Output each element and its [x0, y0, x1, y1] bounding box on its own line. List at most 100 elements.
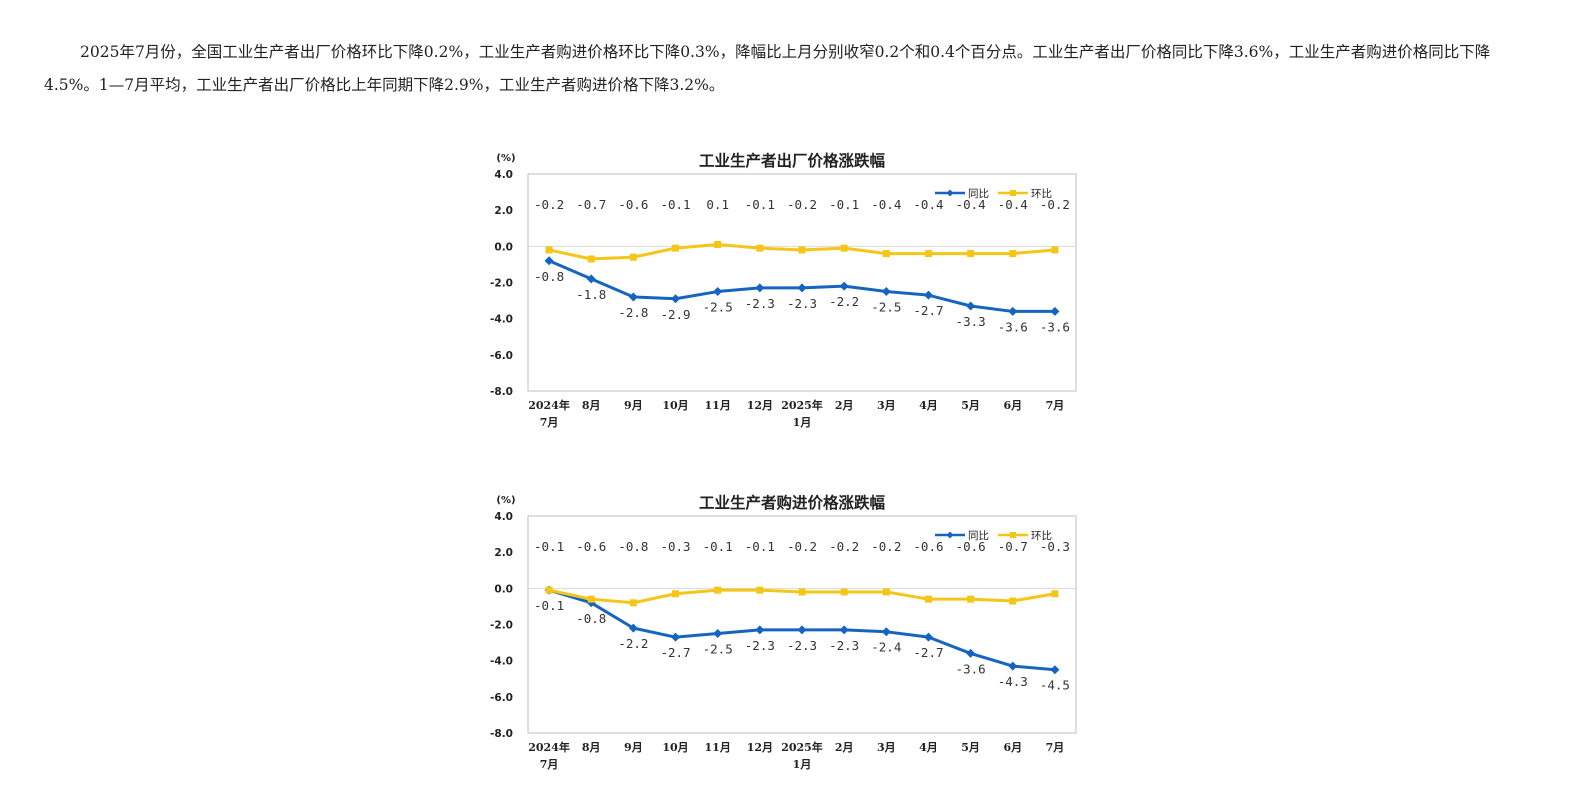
chart-title: 工业生产者出厂价格涨跌幅 [699, 151, 886, 170]
x-tick-label: 2月 [835, 399, 854, 412]
data-label-mom: 0.1 [706, 197, 729, 212]
x-tick-label: 7月 [1046, 399, 1065, 412]
data-label-yoy: -2.3 [829, 638, 859, 653]
data-label-mom: -0.1 [745, 539, 775, 554]
data-label-yoy: -2.7 [913, 303, 943, 318]
y-tick-label: 4.0 [494, 169, 513, 181]
y-tick-label: -6.0 [490, 350, 513, 362]
data-point-yoy [1050, 665, 1060, 675]
data-point-mom [756, 244, 764, 252]
data-label-mom: -0.3 [1040, 539, 1070, 554]
data-label-mom: -0.1 [829, 197, 859, 212]
data-point-yoy [839, 625, 849, 635]
legend-marker-yoy [946, 531, 954, 539]
x-tick-label: 8月 [582, 399, 601, 412]
data-label-mom: -0.4 [956, 197, 986, 212]
data-label-yoy: -2.5 [703, 300, 733, 315]
data-label-yoy: -3.6 [956, 661, 986, 676]
data-label-mom: -0.6 [618, 197, 648, 212]
x-tick-label: 9月 [624, 741, 643, 754]
x-tick-label: 2025年 [781, 740, 823, 754]
data-label-mom: -0.2 [534, 197, 564, 212]
data-point-mom [882, 250, 890, 258]
x-tick-label: 6月 [1003, 741, 1022, 754]
data-label-mom: -0.7 [576, 197, 606, 212]
data-point-mom [840, 244, 848, 252]
x-tick-label: 5月 [961, 741, 980, 754]
y-tick-label: -2.0 [490, 278, 513, 290]
data-label-mom: -0.1 [534, 539, 564, 554]
x-tick-label: 2024年 [528, 398, 570, 412]
data-label-mom: -0.3 [660, 539, 690, 554]
data-point-mom [714, 586, 722, 594]
data-label-yoy: -3.6 [998, 319, 1028, 334]
data-point-mom [1009, 597, 1017, 605]
y-tick-label: 2.0 [494, 205, 513, 217]
data-point-mom [1051, 246, 1059, 254]
data-point-mom [924, 595, 932, 603]
data-label-mom: -0.1 [745, 197, 775, 212]
data-point-yoy [797, 283, 807, 293]
x-tick-label: 12月 [747, 741, 773, 754]
legend-label-mom: 环比 [1031, 529, 1052, 542]
data-label-yoy: -2.2 [829, 294, 859, 309]
data-point-yoy [671, 632, 681, 642]
data-point-yoy [628, 623, 638, 633]
x-tick-label: 11月 [705, 399, 731, 412]
x-tick-label: 1月 [793, 416, 812, 429]
x-tick-label: 4月 [919, 741, 938, 754]
y-unit-label: (%) [496, 495, 515, 506]
chart-purchase-price: 工业生产者购进价格涨跌幅 (%) 4.0 2.0 0.0 -2.0 -4.0 -6.0 -8.0… [480, 488, 1100, 788]
data-label-yoy: -2.4 [871, 640, 901, 655]
data-label-yoy: -2.2 [618, 636, 648, 651]
data-label-mom: -0.6 [913, 539, 943, 554]
plot-frame [527, 515, 1077, 734]
data-point-mom [1051, 590, 1059, 598]
y-tick-label: 0.0 [494, 241, 513, 253]
data-point-yoy [713, 287, 723, 297]
y-tick-label: -4.0 [490, 656, 513, 668]
data-label-mom: -0.2 [787, 539, 817, 554]
y-tick-label: -8.0 [490, 728, 513, 740]
y-tick-label: 2.0 [494, 547, 513, 559]
chart-output-price: 工业生产者出厂价格涨跌幅 (%) 4.0 2.0 0.0 -2.0 -4.0 -6.0 -8.0… [480, 146, 1100, 446]
x-tick-label: 12月 [747, 399, 773, 412]
x-tick-label: 3月 [877, 399, 896, 412]
y-tick-label: -4.0 [490, 314, 513, 326]
data-point-yoy [797, 625, 807, 635]
data-point-yoy [923, 290, 933, 300]
data-label-yoy: -2.8 [618, 305, 648, 320]
data-label-mom: -0.6 [956, 539, 986, 554]
data-point-mom [629, 253, 637, 261]
data-label-mom: -0.6 [576, 539, 606, 554]
data-label-yoy: -0.8 [534, 269, 564, 284]
data-point-mom [882, 588, 890, 596]
data-point-yoy [544, 256, 554, 266]
data-point-yoy [966, 301, 976, 311]
data-label-mom: -0.2 [787, 197, 817, 212]
data-label-yoy: -2.5 [871, 300, 901, 315]
legend-label-yoy: 同比 [968, 529, 989, 542]
data-point-yoy [586, 598, 596, 608]
data-label-yoy: -2.7 [913, 645, 943, 660]
x-tick-label: 7月 [540, 758, 559, 771]
data-point-yoy [966, 648, 976, 658]
data-point-yoy [1050, 306, 1060, 316]
data-label-yoy: -2.9 [660, 307, 690, 322]
data-label-yoy: -3.6 [1040, 319, 1070, 334]
data-point-yoy [881, 627, 891, 637]
data-label-mom: -0.1 [660, 197, 690, 212]
x-tick-label: 8月 [582, 741, 601, 754]
data-label-mom: -0.2 [871, 539, 901, 554]
data-point-yoy [586, 274, 596, 284]
data-point-yoy [755, 283, 765, 293]
chart-output-price-svg: 工业生产者出厂价格涨跌幅 (%) 4.0 2.0 0.0 -2.0 -4.0 -6.0 -8.0… [490, 151, 1077, 429]
x-tick-label: 9月 [624, 399, 643, 412]
data-label-mom: -0.1 [703, 539, 733, 554]
data-label-yoy: -2.3 [745, 638, 775, 653]
data-label-yoy: -1.8 [576, 287, 606, 302]
data-point-mom [545, 586, 553, 594]
data-label-yoy: -0.8 [576, 611, 606, 626]
data-label-mom: -0.2 [1040, 197, 1070, 212]
data-point-mom [967, 250, 975, 258]
